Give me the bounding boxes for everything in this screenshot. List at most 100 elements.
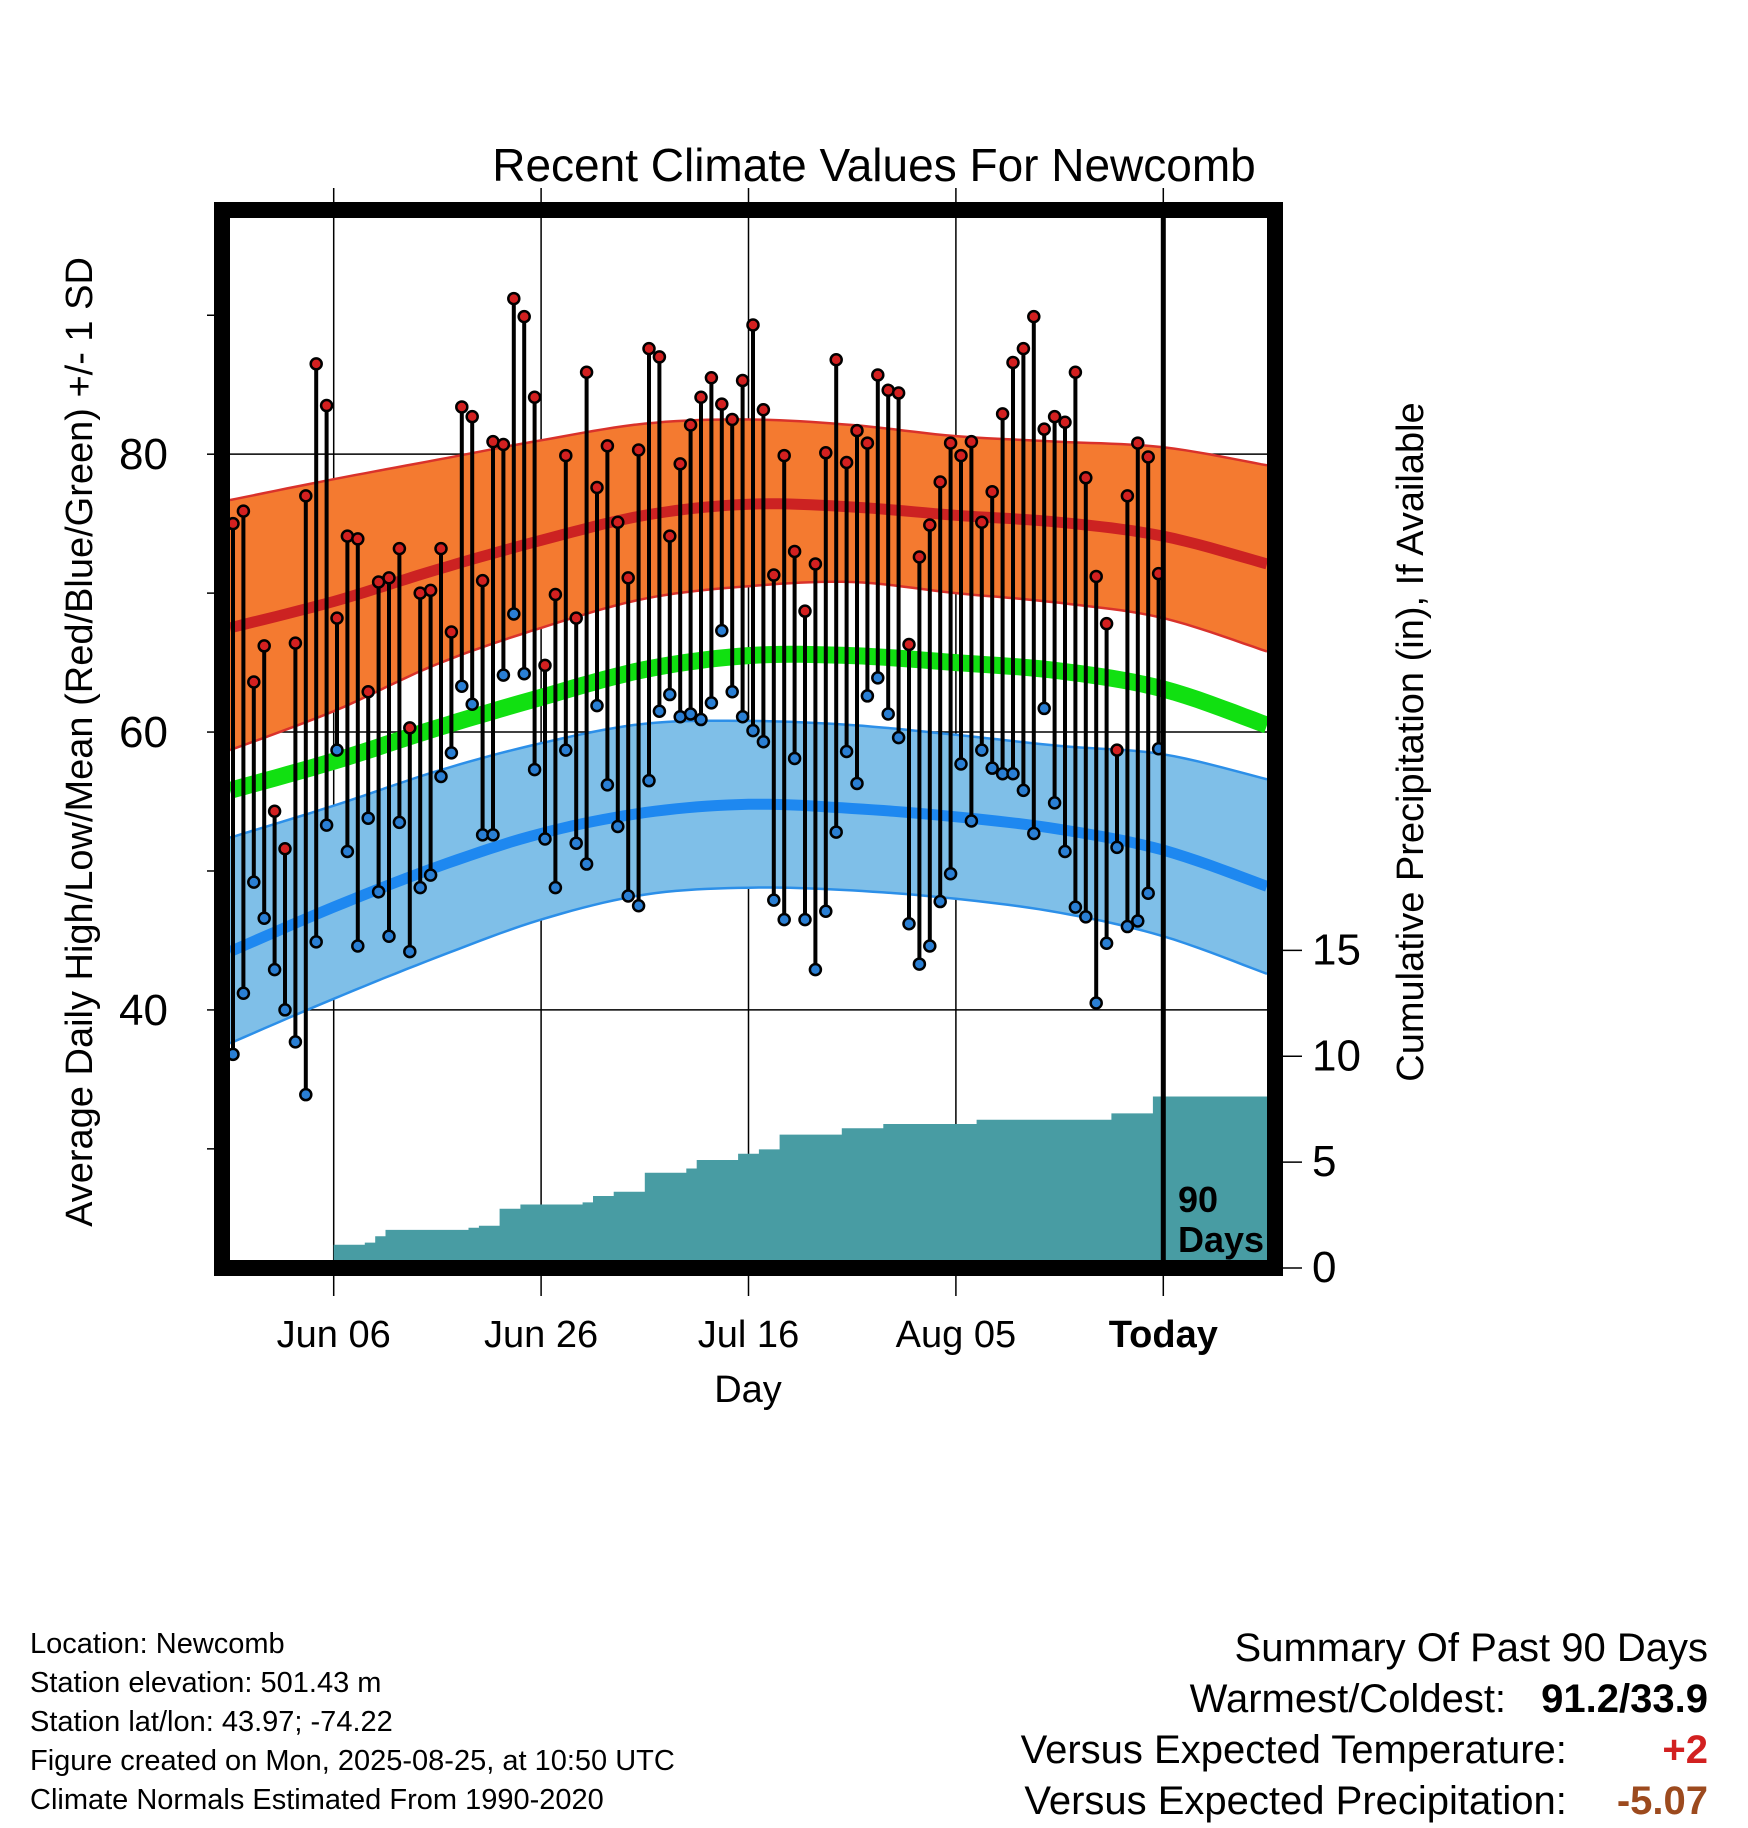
daily-high-point <box>299 489 313 503</box>
daily-high-point <box>590 480 604 495</box>
daily-low-point <box>465 697 479 712</box>
daily-low-point <box>361 811 375 825</box>
daily-low-point <box>975 743 989 757</box>
high-plus-sd-line <box>230 418 1267 502</box>
summary-temperature: Versus Expected Temperature: +2 <box>1021 1725 1708 1776</box>
temperature-label: Versus Expected Temperature: <box>1020 1728 1567 1772</box>
daily-low-point <box>392 815 407 830</box>
low-sd-band <box>230 720 1267 1044</box>
location-text: Location: Newcomb <box>30 1628 285 1660</box>
daily-high-point <box>787 544 802 559</box>
daily-low-point <box>600 778 615 792</box>
daily-low-point <box>1068 900 1083 914</box>
daily-high-point <box>704 371 719 385</box>
daily-low-point <box>850 776 864 791</box>
daily-low-point <box>954 757 968 771</box>
daily-low-point <box>330 743 344 757</box>
daily-low-point <box>704 696 719 710</box>
daily-high-point <box>319 398 334 413</box>
precipitation-anomaly-value: -5.07 <box>1616 1779 1708 1823</box>
x-tick-label: Jul 16 <box>698 1314 799 1356</box>
y-tick-label: 80 <box>119 430 168 479</box>
daily-high-point <box>1027 309 1041 324</box>
daily-high-point <box>1131 436 1145 450</box>
daily-low-point <box>694 712 708 727</box>
daily-high-point <box>330 611 344 625</box>
daily-high-point <box>756 402 771 417</box>
daily-high-point <box>559 448 573 463</box>
daily-low-point <box>767 893 781 907</box>
daily-low-point <box>891 730 906 745</box>
daily-low-point <box>1131 914 1145 928</box>
daily-high-point <box>954 448 968 463</box>
daily-high-point <box>569 611 583 625</box>
daily-low-point <box>434 769 448 784</box>
summary-warmest-coldest: Warmest/Coldest: 91.2/33.9 <box>1021 1674 1708 1725</box>
daily-high-point <box>1141 450 1155 464</box>
daily-high-point <box>902 637 916 652</box>
daily-high-point <box>735 373 750 388</box>
high-sd-band <box>230 419 1267 751</box>
daily-low-point <box>403 944 417 959</box>
daily-high-point <box>496 437 511 452</box>
daily-low-point <box>725 685 739 699</box>
x-axis-title: Day <box>714 1369 782 1411</box>
daily-high-point <box>871 368 885 382</box>
daily-high-point <box>767 568 781 582</box>
summary-title: Summary Of Past 90 Days <box>1234 1626 1708 1670</box>
daily-high-point <box>1037 422 1051 436</box>
high-mean-line <box>230 498 1267 634</box>
daily-high-point <box>819 446 833 460</box>
daily-low-point <box>964 814 979 828</box>
daily-low-point <box>319 818 334 832</box>
precipitation-label: Versus Expected Precipitation: <box>1024 1779 1567 1823</box>
x-tick-label: Jun 26 <box>484 1314 598 1356</box>
daily-low-point <box>881 707 895 721</box>
summary-precipitation: Versus Expected Precipitation: -5.07 <box>1021 1776 1708 1827</box>
daily-low-point <box>860 689 875 703</box>
daily-low-point <box>351 939 365 953</box>
y2-tick-label: 5 <box>1312 1137 1336 1186</box>
daily-low-point <box>590 698 604 713</box>
daily-high-point <box>715 397 729 411</box>
daily-low-point <box>735 710 750 724</box>
today-marker-label-days: Days <box>1178 1219 1264 1260</box>
daily-low-point <box>257 911 271 925</box>
daily-low-point <box>247 875 261 889</box>
daily-high-point <box>1089 569 1103 584</box>
daily-low-point <box>819 904 833 919</box>
daily-low-point <box>267 962 282 977</box>
daily-high-point <box>725 412 739 427</box>
warmest-coldest-label: Warmest/Coldest: <box>1189 1677 1507 1721</box>
daily-low-point <box>230 1047 240 1062</box>
daily-high-point <box>746 318 760 332</box>
daily-low-point <box>663 687 677 702</box>
daily-high-point <box>673 457 687 471</box>
daily-low-point <box>299 1087 313 1102</box>
daily-high-point <box>267 804 282 818</box>
daily-high-point <box>230 516 240 531</box>
daily-high-point <box>912 550 927 564</box>
created-text: Figure created on Mon, 2025-08-25, at 10… <box>30 1745 675 1777</box>
daily-low-point <box>527 762 542 777</box>
low-minus-sd-line <box>230 886 1267 1045</box>
daily-low-point <box>340 844 355 859</box>
daily-low-point <box>1079 910 1093 924</box>
daily-high-point <box>1079 471 1093 485</box>
daily-high-point <box>444 625 459 639</box>
daily-low-point <box>798 912 812 927</box>
y2-tick-label: 0 <box>1312 1243 1336 1292</box>
daily-high-point <box>850 423 864 438</box>
daily-low-point <box>1110 840 1124 855</box>
daily-high-point <box>933 475 947 489</box>
daily-high-point <box>434 541 448 556</box>
daily-high-point <box>257 639 271 653</box>
daily-high-point <box>600 439 615 453</box>
x-tick-label: Today <box>1109 1314 1218 1356</box>
daily-low-point <box>923 939 937 953</box>
daily-high-point <box>1006 355 1020 370</box>
daily-low-point <box>871 671 885 685</box>
daily-high-point <box>455 400 469 414</box>
low-plus-sd-line <box>230 719 1267 839</box>
daily-low-point <box>715 623 729 638</box>
